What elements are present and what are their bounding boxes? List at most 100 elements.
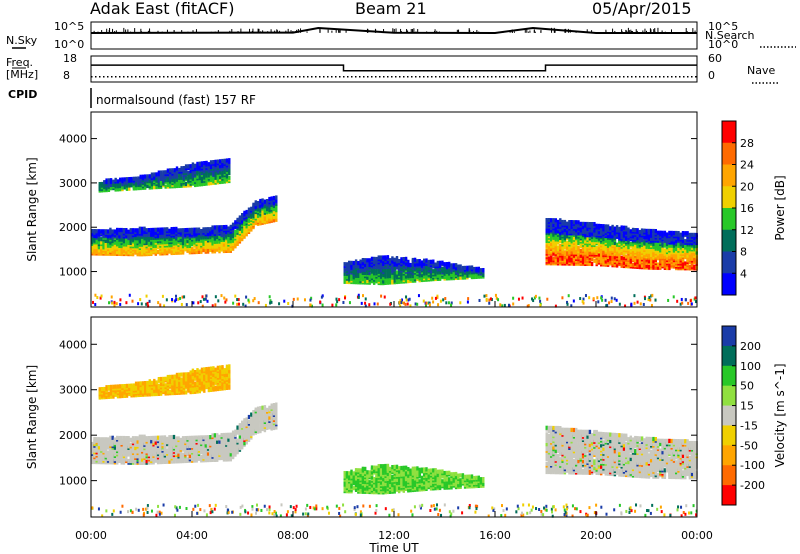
- power-scatter-pixel: [403, 301, 406, 305]
- power-scatter-pixel: [264, 303, 267, 307]
- power-pixel: [684, 231, 687, 236]
- power-pixel: [468, 273, 471, 278]
- velocity-pixel: [113, 437, 117, 442]
- power-pixel: [196, 161, 199, 166]
- velocity-pixel: [120, 439, 123, 444]
- velocity-pixel: [191, 435, 194, 440]
- power-scatter-pixel: [94, 303, 97, 307]
- power-pixel: [550, 242, 553, 247]
- power-scatter-pixel: [338, 298, 341, 302]
- power-scatter-pixel: [303, 298, 306, 302]
- power-pixel: [545, 229, 548, 234]
- velocity-pixel: [159, 435, 162, 440]
- power-pixel: [611, 224, 614, 229]
- power-scatter-pixel: [499, 303, 502, 307]
- power-pixel: [590, 228, 594, 233]
- power-scatter-pixel: [270, 300, 273, 304]
- power-pixel: [654, 229, 657, 234]
- power-colorbar-label: 24: [740, 159, 754, 172]
- power-pixel: [196, 174, 199, 179]
- power-pixel: [615, 225, 619, 230]
- power-pixel: [93, 248, 96, 253]
- velocity-pixel: [111, 435, 114, 440]
- power-scatter-pixel: [610, 296, 613, 300]
- power-scatter-pixel: [450, 303, 453, 307]
- power-pixel: [177, 236, 180, 241]
- power-pixel: [661, 240, 664, 245]
- power-pixel: [238, 223, 242, 228]
- power-pixel: [650, 249, 653, 254]
- power-pixel: [672, 254, 676, 259]
- power-pixel: [128, 177, 131, 182]
- power-scatter-pixel: [667, 298, 670, 302]
- power-pixel: [479, 268, 483, 273]
- power-scatter-pixel: [96, 296, 99, 300]
- velocity-pixel: [122, 445, 126, 450]
- power-pixel: [668, 262, 671, 267]
- power-pixel: [219, 170, 222, 175]
- power-scatter-pixel: [459, 301, 462, 305]
- nsky-label: N.Sky: [6, 34, 38, 47]
- power-scatter-pixel: [494, 293, 497, 297]
- power-pixel: [652, 233, 655, 238]
- power-pixel: [373, 280, 376, 285]
- nsky-panel-frame: [90, 21, 698, 50]
- power-scatter-pixel: [566, 300, 569, 304]
- power-pixel: [597, 246, 601, 251]
- power-pixel: [645, 252, 648, 257]
- power-scatter-pixel: [108, 301, 111, 305]
- power-pixel: [411, 262, 415, 267]
- power-scatter-pixel: [579, 297, 582, 301]
- power-pixel: [550, 224, 553, 229]
- power-pixel: [105, 178, 108, 183]
- power-pixel: [445, 273, 449, 278]
- power-pixel: [438, 273, 442, 278]
- power-pixel: [209, 243, 212, 248]
- power-pixel: [104, 229, 107, 234]
- power-pixel: [204, 240, 207, 245]
- power-colorbar-segment: [722, 273, 736, 296]
- power-pixel: [670, 253, 673, 258]
- power-pixel: [572, 236, 576, 241]
- power-colorbar-segment: [722, 208, 736, 231]
- power-pixel: [131, 252, 135, 257]
- power-pixel: [550, 218, 553, 223]
- power-pixel: [200, 229, 203, 234]
- power-scatter-pixel: [319, 300, 322, 304]
- power-scatter-pixel: [398, 300, 401, 304]
- power-pixel: [91, 248, 94, 253]
- power-pixel: [241, 213, 244, 218]
- velocity-pixel: [104, 437, 107, 442]
- velocity-pixel: [172, 459, 176, 464]
- power-scatter-pixel: [237, 302, 240, 306]
- power-scatter-pixel: [488, 298, 491, 302]
- power-pixel: [636, 239, 639, 244]
- power-pixel: [263, 199, 267, 204]
- power-pixel: [220, 236, 223, 241]
- velocity-pixel: [177, 452, 180, 457]
- power-pixel: [627, 233, 630, 239]
- power-pixel: [620, 255, 623, 260]
- power-scatter-pixel: [145, 302, 148, 306]
- power-scatter-pixel: [428, 301, 431, 305]
- power-pixel: [187, 164, 190, 169]
- power-pixel: [343, 274, 346, 280]
- power-pixel: [172, 226, 176, 232]
- power-pixel: [482, 268, 485, 273]
- power-scatter-pixel: [434, 296, 437, 300]
- power-scatter-pixel: [244, 304, 247, 308]
- power-pixel: [547, 242, 551, 247]
- power-pixel: [579, 248, 582, 254]
- power-pixel: [343, 266, 346, 272]
- power-pixel: [122, 242, 126, 247]
- power-pixel: [187, 177, 190, 182]
- power-pixel: [270, 196, 273, 201]
- power-pixel: [627, 261, 630, 266]
- power-pixel: [586, 249, 589, 254]
- power-scatter-pixel: [145, 294, 148, 298]
- power-pixel: [398, 259, 401, 264]
- power-pixel: [461, 272, 465, 277]
- power-pixel: [209, 181, 213, 186]
- power-pixel: [654, 249, 657, 254]
- power-pixel: [150, 231, 153, 236]
